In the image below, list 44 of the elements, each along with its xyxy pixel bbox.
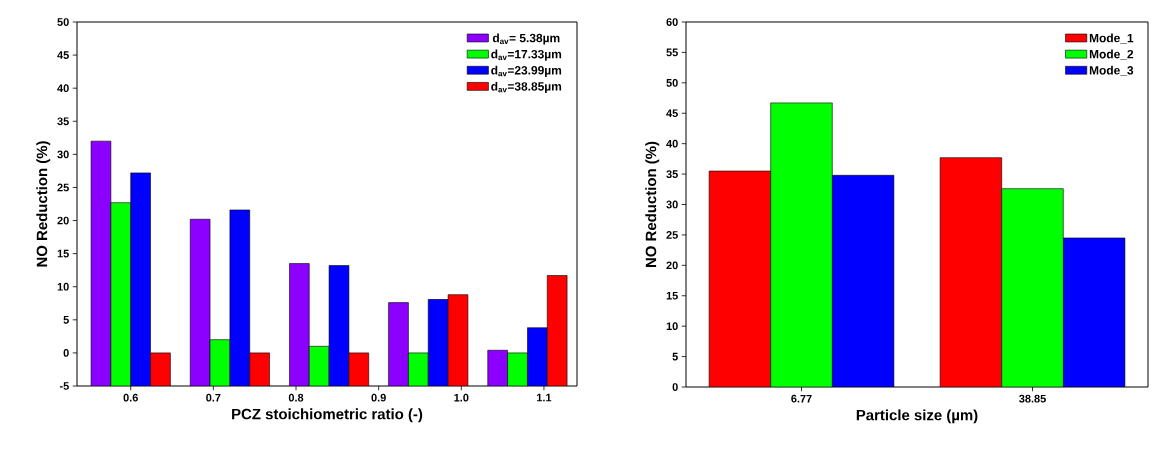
legend-label: d$_{av}$=23.99µm (491, 65, 562, 77)
y-tick-label: 45 (666, 109, 678, 118)
y-tick-label: 20 (57, 216, 69, 225)
y-tick-label: 45 (57, 51, 69, 59)
y-tick-label: 30 (57, 150, 69, 159)
x-tick-label: 0.8 (288, 393, 304, 402)
y-tick-label: 50 (666, 78, 678, 87)
y-tick-label: 35 (666, 170, 678, 178)
legend-label: d$_{av}$=38.85µm (491, 81, 562, 94)
y-tick-label: 50 (57, 18, 69, 26)
y-tick-label: 15 (57, 249, 69, 258)
y-axis-title: NO Reduction (%) (36, 141, 51, 267)
legend-label: Mode_2 (1089, 49, 1134, 60)
x-tick-label: 38.85 (1019, 394, 1046, 403)
y-tick-label: 10 (57, 282, 69, 291)
y-axis-title: NO Reduction (%) (645, 141, 660, 268)
y-tick-label: 5 (672, 352, 678, 361)
x-tick-label: 0.9 (371, 393, 386, 402)
y-tick-label: 20 (666, 261, 678, 270)
y-tick-label: 55 (666, 48, 678, 57)
y-tick-label: 5 (63, 316, 69, 324)
legend-label: Mode_1 (1089, 33, 1134, 44)
x-axis-title: PCZ stoichiometric ratio (-) (232, 408, 423, 423)
legend-label: d$_{av}$= 5.38µm (492, 33, 560, 45)
y-tick-label: 40 (666, 139, 678, 148)
y-tick-label: 60 (666, 18, 678, 26)
x-tick-label: 0.6 (123, 393, 138, 402)
y-tick-label: 0 (63, 349, 69, 357)
y-tick-label: 0 (672, 383, 678, 391)
y-tick-label: 15 (666, 291, 678, 300)
y-tick-label: 30 (666, 200, 678, 209)
y-tick-label: 40 (57, 84, 69, 93)
x-axis-title: Particle size (µm) (856, 409, 978, 424)
x-tick-label: 0.7 (206, 393, 221, 402)
y-tick-label: 35 (57, 117, 69, 126)
x-tick-label: 6.77 (791, 394, 812, 403)
y-tick-label: 10 (666, 322, 678, 331)
x-tick-label: 1.0 (454, 393, 469, 402)
y-tick-label: 25 (57, 183, 69, 192)
y-tick-label: -5 (59, 382, 69, 390)
legend-label: Mode_3 (1089, 65, 1134, 76)
x-tick-label: 1.1 (537, 393, 552, 402)
y-tick-label: 25 (666, 231, 678, 239)
legend-label: d$_{av}$=17.33µm (491, 49, 562, 61)
